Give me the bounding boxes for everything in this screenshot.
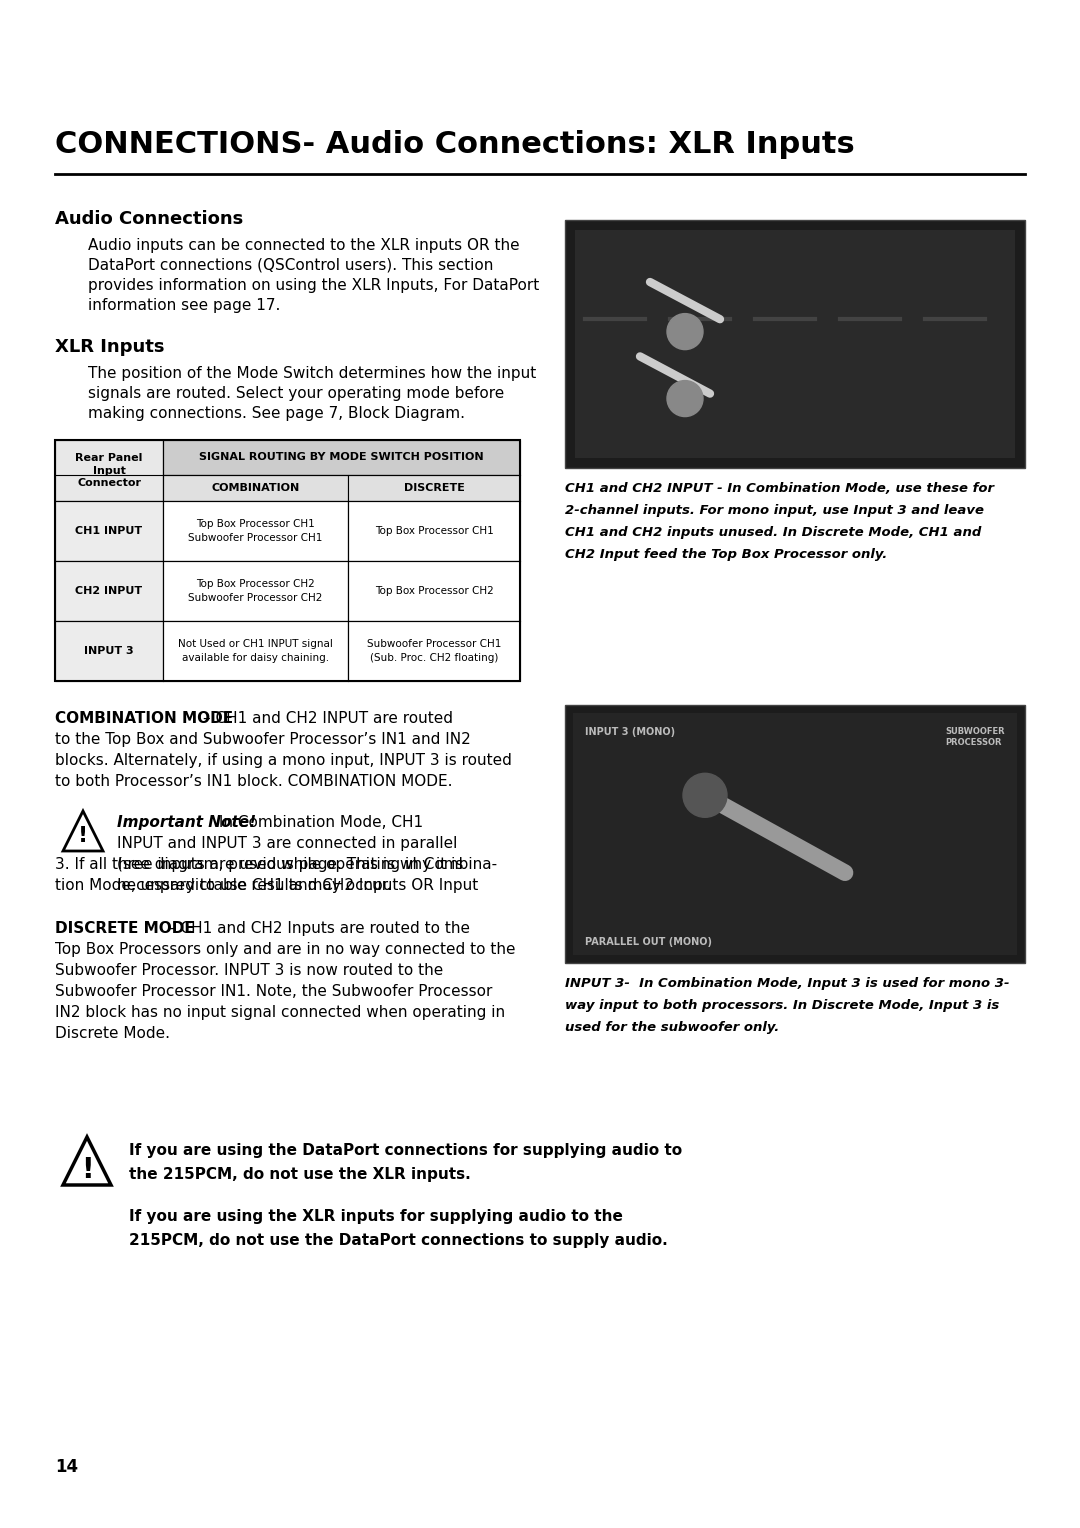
Text: necessary to use CH1 and CH2 Inputs OR Input: necessary to use CH1 and CH2 Inputs OR I… <box>117 879 478 892</box>
Text: way input to both processors. In Discrete Mode, Input 3 is: way input to both processors. In Discret… <box>565 999 999 1012</box>
Text: 3. If all three inputs are used while operating in Combina-: 3. If all three inputs are used while op… <box>55 857 497 872</box>
Bar <box>163 561 348 620</box>
Text: Rear Panel
Input
Connector: Rear Panel Input Connector <box>76 454 143 487</box>
Text: Subwoofer Processor CH1
(Sub. Proc. CH2 floating): Subwoofer Processor CH1 (Sub. Proc. CH2 … <box>367 639 501 663</box>
Bar <box>163 501 348 561</box>
Text: Top Box Processor CH1: Top Box Processor CH1 <box>375 526 494 536</box>
Text: Audio Connections: Audio Connections <box>55 209 243 228</box>
Bar <box>163 620 348 681</box>
Text: INPUT 3-  In Combination Mode, Input 3 is used for mono 3-: INPUT 3- In Combination Mode, Input 3 is… <box>565 976 1010 990</box>
Text: CH1 and CH2 inputs unused. In Discrete Mode, CH1 and: CH1 and CH2 inputs unused. In Discrete M… <box>565 526 982 539</box>
Text: CH2 Input feed the Top Box Processor only.: CH2 Input feed the Top Box Processor onl… <box>565 549 888 561</box>
Text: SUBWOOFER
PROCESSOR: SUBWOOFER PROCESSOR <box>945 727 1004 747</box>
Text: Subwoofer Processor IN1. Note, the Subwoofer Processor: Subwoofer Processor IN1. Note, the Subwo… <box>55 984 492 999</box>
Text: making connections. See page 7, Block Diagram.: making connections. See page 7, Block Di… <box>87 406 465 422</box>
Polygon shape <box>63 811 103 851</box>
Text: 215PCM, do not use the DataPort connections to supply audio.: 215PCM, do not use the DataPort connecti… <box>129 1233 667 1248</box>
Text: Subwoofer Processor. INPUT 3 is now routed to the: Subwoofer Processor. INPUT 3 is now rout… <box>55 963 443 978</box>
Bar <box>163 440 519 475</box>
Text: – CH1 and CH2 INPUT are routed: – CH1 and CH2 INPUT are routed <box>203 711 453 726</box>
Text: provides information on using the XLR Inputs, For DataPort: provides information on using the XLR In… <box>87 278 539 293</box>
Text: Not Used or CH1 INPUT signal
available for daisy chaining.: Not Used or CH1 INPUT signal available f… <box>178 639 333 663</box>
Text: Important Note!: Important Note! <box>117 814 256 830</box>
Text: (see diagram, previous page. This is why it is: (see diagram, previous page. This is why… <box>117 857 463 872</box>
Text: Top Box Processors only and are in no way connected to the: Top Box Processors only and are in no wa… <box>55 941 515 957</box>
Text: 2-channel inputs. For mono input, use Input 3 and leave: 2-channel inputs. For mono input, use In… <box>565 504 984 516</box>
Bar <box>55 440 519 681</box>
Text: Top Box Processor CH2: Top Box Processor CH2 <box>375 587 494 596</box>
Text: COMBINATION MODE: COMBINATION MODE <box>55 711 233 726</box>
Bar <box>55 501 163 561</box>
Text: – CH1 and CH2 Inputs are routed to the: – CH1 and CH2 Inputs are routed to the <box>168 921 470 937</box>
Text: In Combination Mode, CH1: In Combination Mode, CH1 <box>214 814 423 830</box>
Text: DISCRETE: DISCRETE <box>404 483 464 494</box>
Bar <box>565 220 1025 468</box>
Bar <box>348 475 519 501</box>
Text: CONNECTIONS- Audio Connections: XLR Inputs: CONNECTIONS- Audio Connections: XLR Inpu… <box>55 130 854 159</box>
Text: XLR Inputs: XLR Inputs <box>55 338 164 356</box>
Text: the 215PCM, do not use the XLR inputs.: the 215PCM, do not use the XLR inputs. <box>129 1167 471 1183</box>
Circle shape <box>667 380 703 417</box>
Text: DataPort connections (QSControl users). This section: DataPort connections (QSControl users). … <box>87 258 494 274</box>
Text: Top Box Processor CH1
Subwoofer Processor CH1: Top Box Processor CH1 Subwoofer Processo… <box>188 520 323 542</box>
Text: used for the subwoofer only.: used for the subwoofer only. <box>565 1021 780 1034</box>
Bar <box>575 231 1015 458</box>
Text: signals are routed. Select your operating mode before: signals are routed. Select your operatin… <box>87 387 504 400</box>
Text: If you are using the XLR inputs for supplying audio to the: If you are using the XLR inputs for supp… <box>129 1209 623 1224</box>
Text: SIGNAL ROUTING BY MODE SWITCH POSITION: SIGNAL ROUTING BY MODE SWITCH POSITION <box>199 452 484 463</box>
Text: information see page 17.: information see page 17. <box>87 298 281 313</box>
Circle shape <box>683 773 727 817</box>
Text: COMBINATION: COMBINATION <box>212 483 299 494</box>
Bar <box>55 620 163 681</box>
Bar <box>55 561 163 620</box>
Text: CH1 and CH2 INPUT - In Combination Mode, use these for: CH1 and CH2 INPUT - In Combination Mode,… <box>565 481 994 495</box>
Text: to the Top Box and Subwoofer Processor’s IN1 and IN2: to the Top Box and Subwoofer Processor’s… <box>55 732 471 747</box>
Text: INPUT 3 (MONO): INPUT 3 (MONO) <box>585 727 675 736</box>
Text: !: ! <box>81 1155 93 1184</box>
Bar <box>348 561 519 620</box>
Text: IN2 block has no input signal connected when operating in: IN2 block has no input signal connected … <box>55 1005 505 1021</box>
Text: PARALLEL OUT (MONO): PARALLEL OUT (MONO) <box>585 937 712 947</box>
Text: Audio inputs can be connected to the XLR inputs OR the: Audio inputs can be connected to the XLR… <box>87 238 519 254</box>
Text: If you are using the DataPort connections for supplying audio to: If you are using the DataPort connection… <box>129 1143 683 1158</box>
Text: INPUT and INPUT 3 are connected in parallel: INPUT and INPUT 3 are connected in paral… <box>117 836 457 851</box>
Circle shape <box>667 313 703 350</box>
Text: CH2 INPUT: CH2 INPUT <box>76 587 143 596</box>
Bar <box>348 620 519 681</box>
Text: tion Mode, unpredictable results may occur.: tion Mode, unpredictable results may occ… <box>55 879 392 892</box>
Text: Discrete Mode.: Discrete Mode. <box>55 1025 170 1041</box>
Text: CH1 INPUT: CH1 INPUT <box>76 526 143 536</box>
Bar <box>163 475 348 501</box>
Bar <box>348 501 519 561</box>
Bar <box>55 440 163 501</box>
Text: DISCRETE MODE: DISCRETE MODE <box>55 921 194 937</box>
Text: The position of the Mode Switch determines how the input: The position of the Mode Switch determin… <box>87 367 537 380</box>
Bar <box>565 704 1025 963</box>
Text: Top Box Processor CH2
Subwoofer Processor CH2: Top Box Processor CH2 Subwoofer Processo… <box>188 579 323 602</box>
Bar <box>573 714 1017 955</box>
Text: INPUT 3: INPUT 3 <box>84 646 134 656</box>
Text: !: ! <box>78 825 89 847</box>
Text: blocks. Alternately, if using a mono input, INPUT 3 is routed: blocks. Alternately, if using a mono inp… <box>55 753 512 769</box>
Text: 14: 14 <box>55 1458 78 1476</box>
Polygon shape <box>63 1137 111 1186</box>
Text: to both Processor’s IN1 block. COMBINATION MODE.: to both Processor’s IN1 block. COMBINATI… <box>55 775 453 788</box>
